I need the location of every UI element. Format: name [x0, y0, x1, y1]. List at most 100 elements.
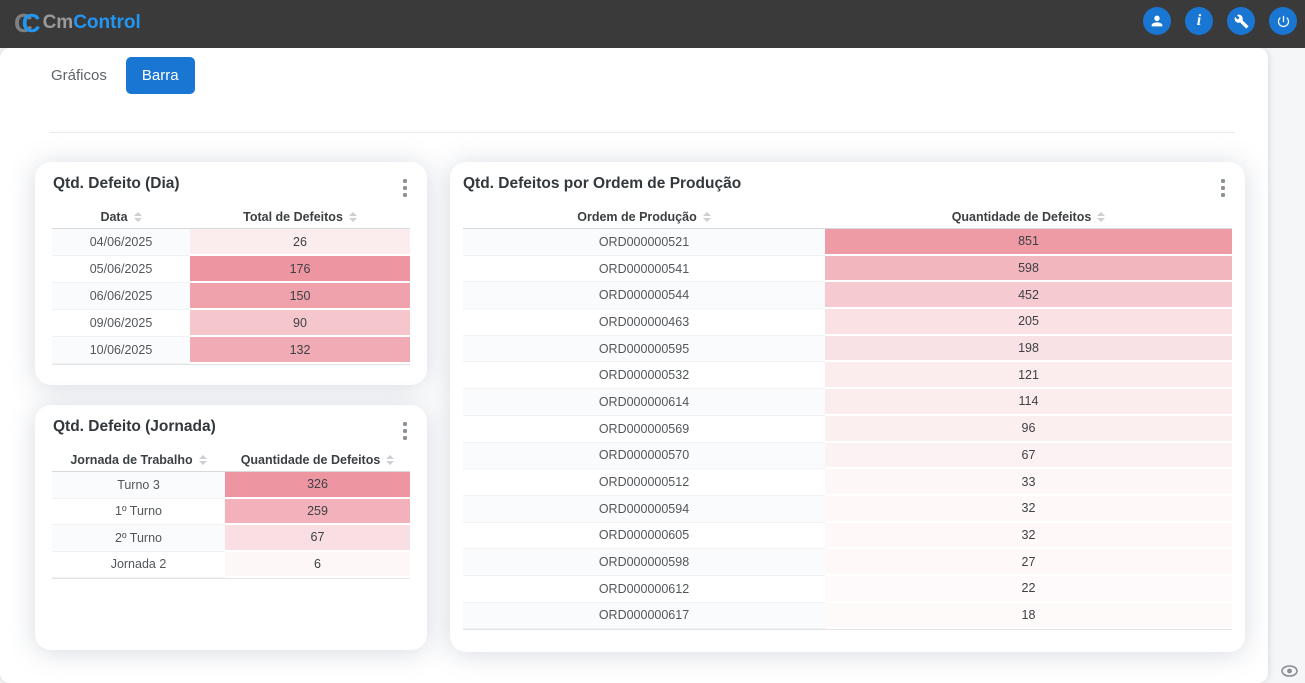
- table-row: ORD000000512 33: [463, 469, 1232, 496]
- row-value: 452: [825, 282, 1232, 310]
- row-label: ORD000000598: [463, 549, 825, 576]
- table-row: ORD000000463 205: [463, 309, 1232, 336]
- column-header-total-defeitos[interactable]: Total de Defeitos: [190, 205, 410, 228]
- table-body: Turno 3 326 1º Turno 259 2º Turno 67: [52, 472, 410, 579]
- defects-by-shift-table: Jornada de Trabalho Quantidade de Defeit…: [52, 448, 410, 579]
- row-label: ORD000000614: [463, 389, 825, 416]
- table-row: 10/06/2025 132: [52, 337, 410, 364]
- column-header-jornada[interactable]: Jornada de Trabalho: [52, 448, 225, 471]
- card-title: Qtd. Defeito (Jornada): [53, 418, 216, 435]
- table-header: Data Total de Defeitos: [52, 205, 410, 229]
- row-label: 06/06/2025: [52, 283, 190, 310]
- row-value: 150: [190, 283, 410, 310]
- table-row: ORD000000598 27: [463, 549, 1232, 576]
- table-row: 1º Turno 259: [52, 498, 410, 525]
- table-body: ORD000000521 851 ORD000000541 598 ORD000…: [463, 229, 1232, 631]
- row-label: 10/06/2025: [52, 337, 190, 364]
- table-row: 06/06/2025 150: [52, 283, 410, 310]
- row-label: Jornada 2: [52, 551, 225, 578]
- row-label: ORD000000569: [463, 415, 825, 443]
- column-header-data[interactable]: Data: [52, 205, 190, 228]
- info-button[interactable]: i: [1185, 7, 1213, 35]
- row-label: Turno 3: [52, 472, 225, 499]
- row-label: ORD000000532: [463, 362, 825, 390]
- cmcontrol-logo[interactable]: CC CmControl: [14, 10, 141, 36]
- row-value: 6: [225, 551, 410, 578]
- row-value: 90: [190, 310, 410, 337]
- row-label: ORD000000594: [463, 495, 825, 523]
- row-value: 326: [225, 472, 410, 499]
- row-label: ORD000000541: [463, 255, 825, 283]
- sort-icon: [1097, 211, 1106, 222]
- row-label: 09/06/2025: [52, 310, 190, 337]
- defects-by-production-order-table: Ordem de Produção Quantidade de Defeitos…: [463, 205, 1232, 631]
- table-row: ORD000000570 67: [463, 442, 1232, 470]
- defects-by-day-table: Data Total de Defeitos 04/06/2025 26: [52, 205, 410, 365]
- table-row: ORD000000595 198: [463, 335, 1232, 363]
- sort-icon: [702, 211, 711, 222]
- section-divider: [50, 132, 1235, 133]
- card-qtd-defeitos-ordem-producao: Qtd. Defeitos por Ordem de Produção Orde…: [450, 162, 1245, 652]
- card-qtd-defeito-dia: Qtd. Defeito (Dia) Data Total de Defeito…: [35, 162, 427, 385]
- table-row: ORD000000521 851: [463, 229, 1232, 256]
- column-header-quantidade[interactable]: Quantidade de Defeitos: [225, 448, 410, 471]
- column-header-quantidade[interactable]: Quantidade de Defeitos: [825, 205, 1232, 228]
- tab-graficos[interactable]: Gráficos: [51, 67, 107, 84]
- row-value: 67: [225, 525, 410, 552]
- row-value: 22: [825, 575, 1232, 603]
- table-row: ORD000000594 32: [463, 495, 1232, 523]
- table-row: Jornada 2 6: [52, 551, 410, 578]
- row-label: ORD000000521: [463, 229, 825, 256]
- row-value: 114: [825, 389, 1232, 416]
- kebab-menu-icon[interactable]: [400, 419, 410, 443]
- row-value: 176: [190, 256, 410, 283]
- info-icon: i: [1196, 12, 1202, 29]
- table-row: ORD000000532 121: [463, 362, 1232, 390]
- table-row: ORD000000614 114: [463, 389, 1232, 416]
- logo-text: CmControl: [42, 12, 141, 33]
- sort-icon: [198, 454, 207, 465]
- sort-icon: [348, 211, 357, 222]
- table-row: ORD000000605 32: [463, 522, 1232, 550]
- column-header-ordem-producao[interactable]: Ordem de Produção: [463, 205, 825, 228]
- row-value: 32: [825, 495, 1232, 523]
- card-title: Qtd. Defeito (Dia): [53, 175, 180, 192]
- tab-barra[interactable]: Barra: [125, 57, 195, 94]
- table-body: 04/06/2025 26 05/06/2025 176 06/06/2025 …: [52, 229, 410, 365]
- navbar-actions: i: [1143, 7, 1297, 35]
- table-row: 05/06/2025 176: [52, 256, 410, 283]
- table-row: 2º Turno 67: [52, 525, 410, 552]
- row-value: 32: [825, 522, 1232, 550]
- table-row: ORD000000544 452: [463, 282, 1232, 310]
- row-value: 598: [825, 255, 1232, 283]
- top-navbar: CC CmControl i: [0, 0, 1305, 48]
- table-row: 04/06/2025 26: [52, 229, 410, 256]
- row-label: ORD000000570: [463, 442, 825, 470]
- table-row: ORD000000612 22: [463, 575, 1232, 603]
- row-label: 1º Turno: [52, 498, 225, 525]
- power-icon: [1276, 14, 1291, 29]
- settings-button[interactable]: [1227, 7, 1255, 35]
- logout-button[interactable]: [1269, 7, 1297, 35]
- row-label: ORD000000512: [463, 469, 825, 496]
- user-button[interactable]: [1143, 7, 1171, 35]
- row-value: 198: [825, 335, 1232, 363]
- row-label: ORD000000544: [463, 282, 825, 310]
- logo-mark: CC: [14, 8, 41, 38]
- card-qtd-defeito-jornada: Qtd. Defeito (Jornada) Jornada de Trabal…: [35, 405, 427, 650]
- tab-bar: Gráficos Barra: [45, 57, 195, 94]
- row-label: ORD000000595: [463, 335, 825, 363]
- row-value: 205: [825, 309, 1232, 336]
- kebab-menu-icon[interactable]: [400, 176, 410, 200]
- user-icon: [1149, 13, 1165, 29]
- table-header: Jornada de Trabalho Quantidade de Defeit…: [52, 448, 410, 472]
- row-value: 96: [825, 415, 1232, 443]
- sort-icon: [386, 454, 395, 465]
- eye-icon[interactable]: [1281, 664, 1298, 682]
- row-value: 67: [825, 442, 1232, 470]
- kebab-menu-icon[interactable]: [1218, 176, 1228, 200]
- table-row: ORD000000569 96: [463, 415, 1232, 443]
- table-row: ORD000000617 18: [463, 602, 1232, 630]
- table-row: 09/06/2025 90: [52, 310, 410, 337]
- row-value: 18: [825, 602, 1232, 630]
